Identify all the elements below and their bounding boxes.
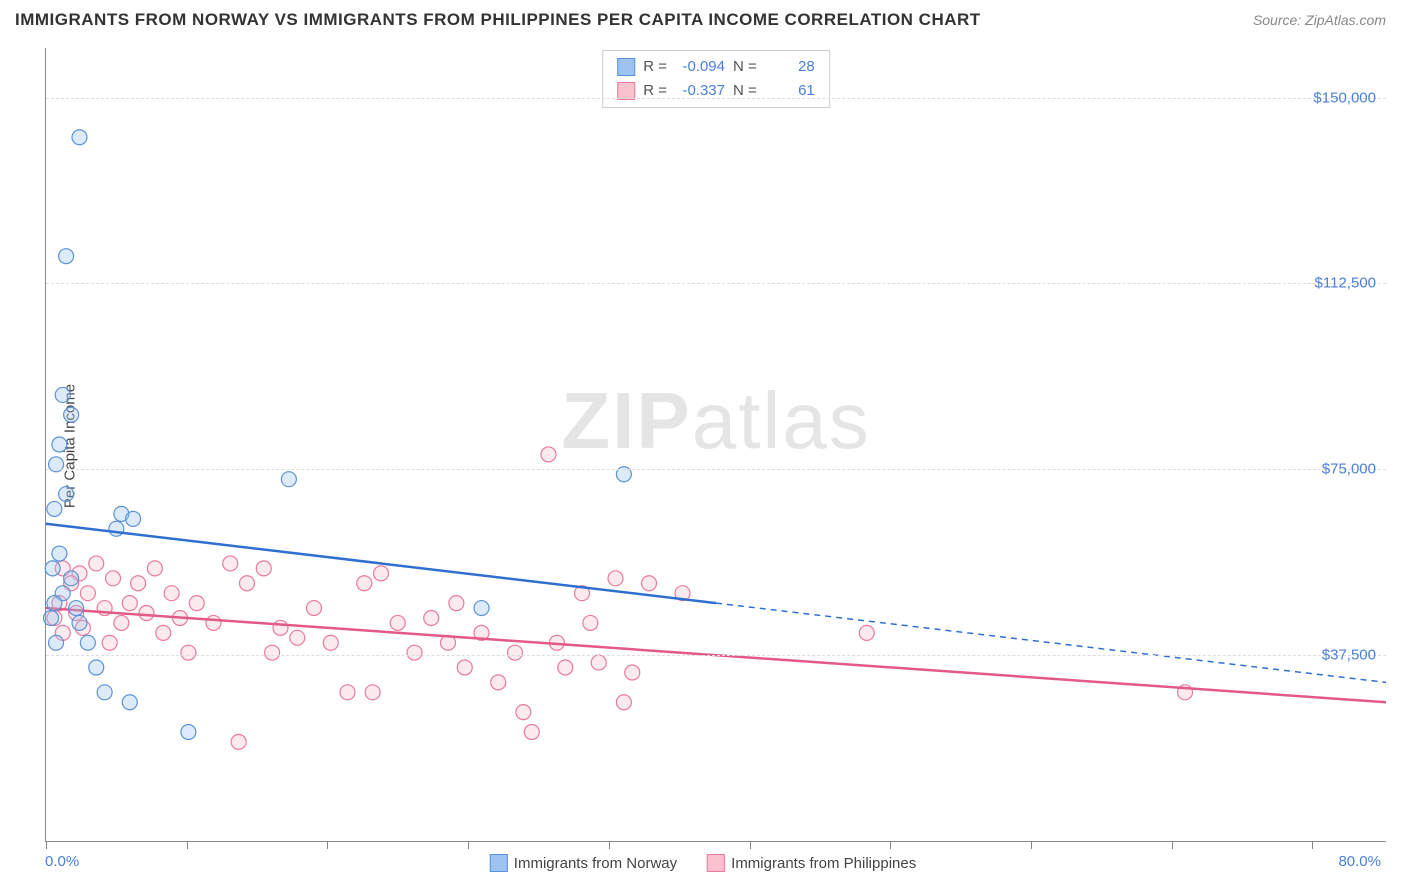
legend: Immigrants from Norway Immigrants from P…	[490, 854, 916, 872]
x-axis-min-label: 0.0%	[45, 853, 79, 870]
y-tick-label: $150,000	[1313, 89, 1376, 106]
y-tick-label: $112,500	[1315, 275, 1376, 292]
legend-item-norway: Immigrants from Norway	[490, 854, 677, 872]
chart-title: IMMIGRANTS FROM NORWAY VS IMMIGRANTS FRO…	[15, 10, 981, 30]
legend-item-philippines: Immigrants from Philippines	[707, 854, 916, 872]
y-tick-label: $75,000	[1322, 461, 1376, 478]
y-tick-label: $37,500	[1322, 647, 1376, 664]
chart-plot-area: ZIPatlas R = -0.094 N = 28 R = -0.337 N …	[45, 48, 1386, 842]
chart-svg	[46, 48, 1386, 841]
source-credit: Source: ZipAtlas.com	[1253, 12, 1386, 28]
x-axis-max-label: 80.0%	[1338, 853, 1381, 870]
